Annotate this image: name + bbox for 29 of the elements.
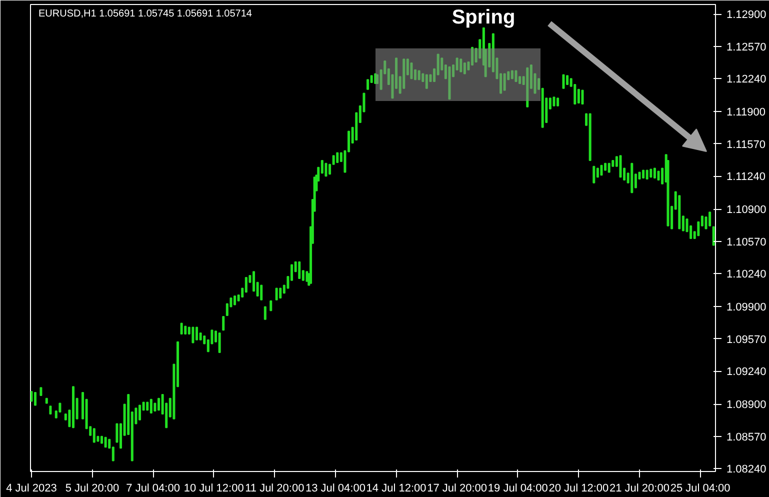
- band-label: Spring: [452, 6, 516, 28]
- y-tick-label: 1.09900: [726, 302, 766, 314]
- y-tick-label: 1.08900: [726, 399, 766, 412]
- y-tick-label: 1.09570: [726, 334, 766, 346]
- y-tick-label: 1.10240: [726, 268, 766, 281]
- chart-title: EURUSD,H1 1.05691 1.05745 1.05691 1.05714: [38, 8, 252, 20]
- y-tick-label: 1.11900: [726, 106, 766, 119]
- x-tick-label: 7 Jul 04:00: [126, 482, 180, 494]
- y-tick-label: 1.09240: [726, 366, 766, 378]
- x-tick-label: 17 Jul 20:00: [427, 482, 488, 494]
- x-tick-label: 25 Jul 04:00: [670, 482, 730, 494]
- y-tick-label: 1.12900: [726, 9, 766, 22]
- x-tick-label: 13 Jul 04:00: [306, 482, 366, 494]
- x-tick-label: 10 Jul 12:00: [184, 482, 244, 494]
- y-tick-label: 1.08570: [726, 431, 766, 444]
- y-tick-label: 1.11240: [726, 171, 766, 184]
- y-tick-label: 1.10570: [726, 236, 766, 248]
- y-tick-label: 1.12240: [726, 74, 766, 86]
- x-tick-label: 20 Jul 12:00: [548, 482, 609, 494]
- x-tick-label: 14 Jul 12:00: [366, 482, 426, 494]
- x-tick-label: 11 Jul 20:00: [245, 482, 304, 494]
- x-tick-label: 4 Jul 2023: [6, 482, 57, 494]
- y-tick-label: 1.10900: [726, 204, 766, 216]
- x-tick-label: 19 Jul 04:00: [488, 482, 548, 494]
- y-tick-label: 1.12570: [726, 41, 766, 54]
- x-tick-label: 21 Jul 20:00: [610, 482, 670, 494]
- y-tick-label: 1.11570: [726, 138, 766, 151]
- x-tick-label: 5 Jul 20:00: [65, 482, 120, 494]
- y-tick-label: 1.08240: [726, 464, 766, 476]
